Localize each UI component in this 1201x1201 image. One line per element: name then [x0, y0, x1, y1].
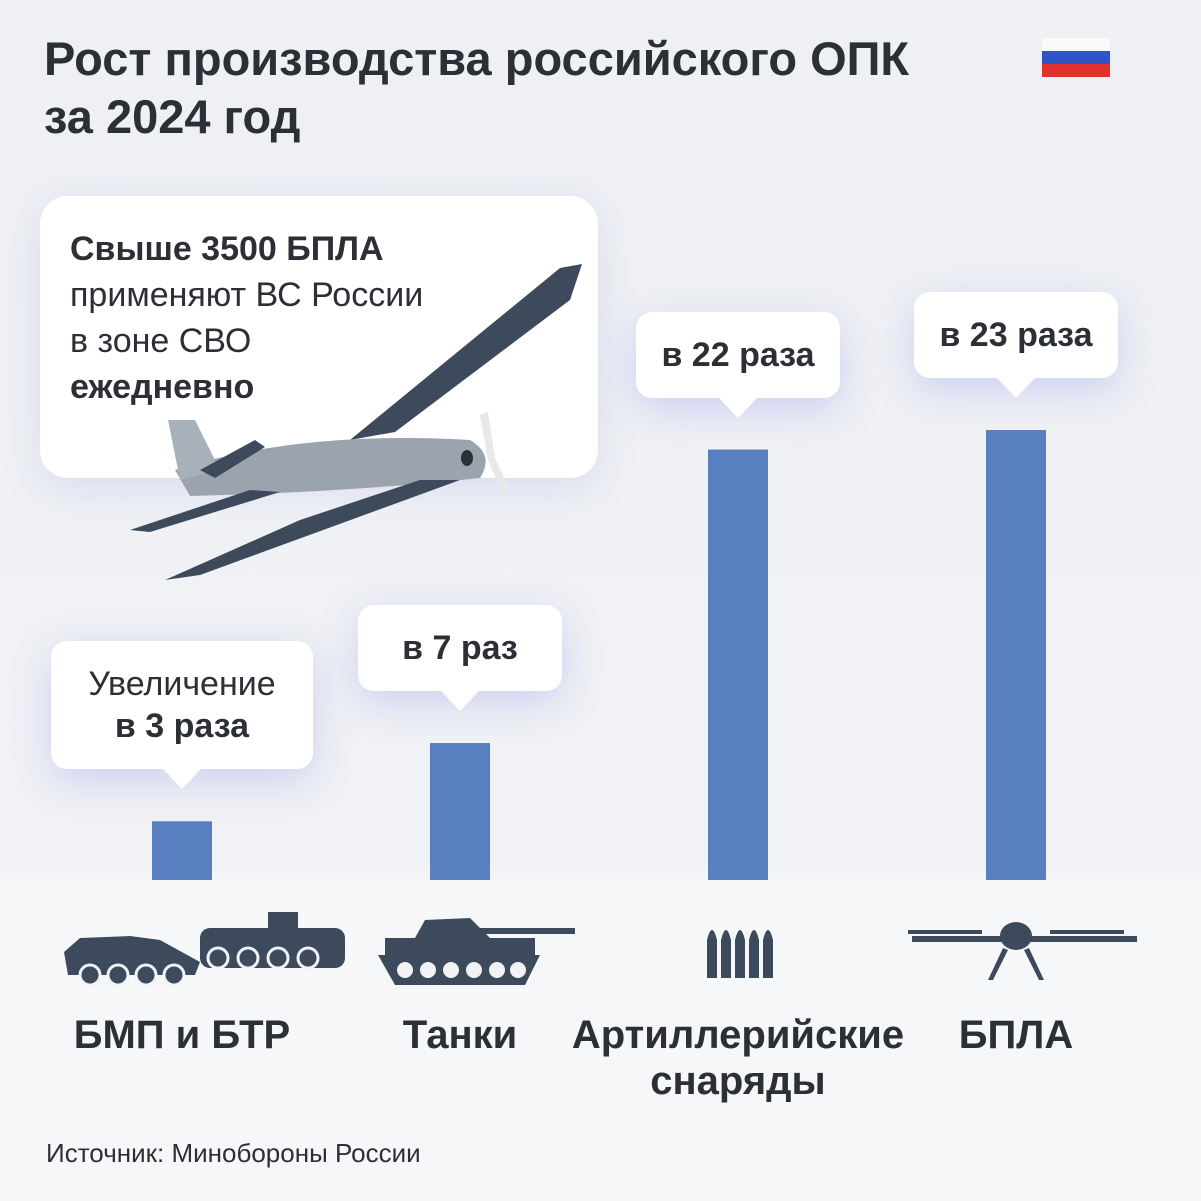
- value-label: в 3 раза: [114, 707, 250, 746]
- value-callout: в 7 раз: [358, 605, 562, 712]
- icon-wheel: [397, 962, 413, 978]
- value-callout: в 22 раза: [636, 311, 840, 418]
- bar: [708, 449, 768, 880]
- icon-wheel: [134, 963, 158, 987]
- annotation: Увеличение: [88, 665, 276, 704]
- x-tick-label: Танки: [402, 1013, 518, 1057]
- icon-wheel: [510, 962, 526, 978]
- icon-shell: [763, 930, 773, 978]
- wing: [165, 480, 460, 580]
- icon-wheel: [266, 946, 290, 970]
- value-label: в 7 раз: [402, 629, 518, 668]
- icon-shell: [735, 930, 745, 978]
- icon-wheel: [466, 962, 482, 978]
- value-label: в 23 раза: [939, 316, 1093, 354]
- x-tick-label: БМП и БТР: [73, 1013, 291, 1057]
- stabilizer: [200, 440, 265, 478]
- flag-blue: [1042, 51, 1110, 64]
- camera: [461, 450, 473, 466]
- icon-wheel: [489, 962, 505, 978]
- source: Источник: Минобороны России: [46, 1138, 421, 1168]
- x-tick-label: БПЛА: [958, 1013, 1074, 1057]
- x-tick-label: Артиллерийские снаряды: [571, 1013, 905, 1103]
- icon-drone-prop: [908, 930, 952, 934]
- flag-white: [1042, 38, 1110, 51]
- value-callout: в 23 раза: [914, 292, 1118, 398]
- tail: [168, 420, 220, 480]
- wing: [350, 264, 582, 440]
- flag-red: [1042, 64, 1110, 77]
- propeller: [480, 412, 510, 493]
- bar: [986, 430, 1046, 880]
- icon-shell: [721, 930, 731, 978]
- icon-wheel: [78, 963, 102, 987]
- icon-wheel: [443, 962, 459, 978]
- icon-btr-turret: [268, 912, 298, 928]
- value-label: в 22 раза: [661, 335, 815, 374]
- bar: [430, 743, 490, 880]
- callout-line: ежедневно: [70, 368, 255, 406]
- icon-wheel: [162, 963, 186, 987]
- icon-wheel: [206, 946, 230, 970]
- icon-wheel: [236, 946, 260, 970]
- icon-tank-gun: [480, 928, 575, 934]
- chart-title: Рост производства российского ОПК за 202…: [44, 30, 909, 146]
- value-callout: Увеличение в 3 раза: [51, 641, 313, 790]
- icon-tank-turret: [415, 918, 490, 938]
- icon-drone-legs: [988, 948, 1044, 980]
- icon-drone-prop: [1050, 930, 1094, 934]
- icon-shell: [749, 930, 759, 978]
- icon-wheel: [106, 963, 130, 987]
- icon-shell: [707, 930, 717, 978]
- flag: [1042, 38, 1110, 77]
- bar: [152, 821, 212, 880]
- title-line: Рост производства российского ОПК: [44, 32, 910, 85]
- icon-drone-prop: [938, 930, 982, 934]
- title-line: за 2024 год: [44, 90, 301, 143]
- icon-tank-hull: [385, 938, 535, 955]
- icons: [64, 912, 1137, 987]
- callout-line: применяют ВС России: [70, 276, 424, 314]
- stabilizer: [130, 490, 280, 532]
- callout-text: Свыше 3500 БПЛА применяют ВС России в зо…: [70, 226, 423, 410]
- icon-wheel: [296, 946, 320, 970]
- callout-line: Свыше 3500 БПЛА: [70, 230, 384, 268]
- icon-wheel: [420, 962, 436, 978]
- callout-line: в зоне СВО: [70, 322, 252, 360]
- icon-bmp: [64, 936, 200, 975]
- icon-drone-body: [1000, 922, 1032, 950]
- icon-drone-prop: [1080, 930, 1124, 934]
